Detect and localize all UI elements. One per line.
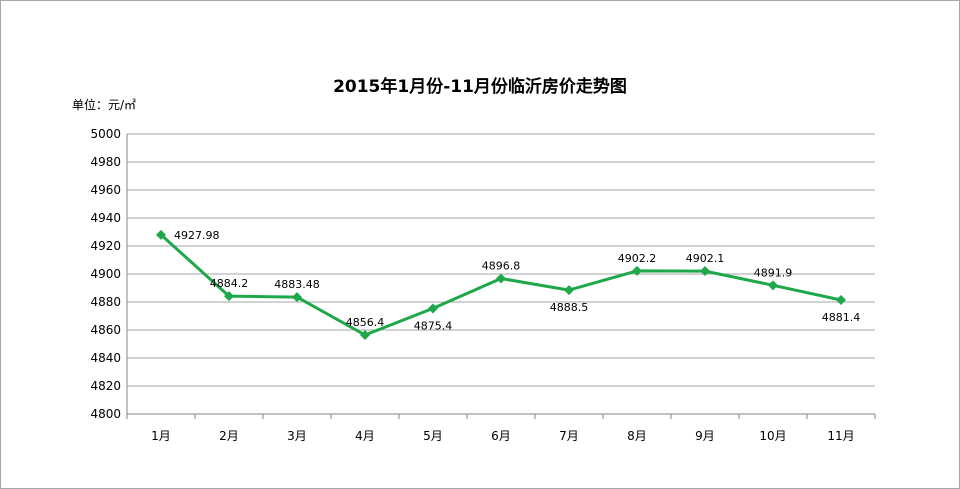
point-markers: [156, 229, 846, 341]
y-tick-label: 4900: [90, 267, 121, 281]
data-label: 4927.98: [174, 229, 220, 242]
data-point: [292, 292, 302, 303]
y-tick-label: 5000: [90, 127, 121, 141]
x-tick-label: 5月: [423, 429, 443, 443]
y-tick-labels: 4800 4820 4840 4860 4880 4900 4920 4940 4960 4980…: [90, 127, 121, 421]
y-tick-label: 4800: [90, 407, 121, 421]
data-label: 4875.4: [414, 319, 453, 332]
data-label: 4891.9: [754, 266, 793, 279]
data-point: [156, 229, 166, 240]
x-tick-label: 10月: [759, 429, 786, 443]
data-label: 4888.5: [550, 301, 589, 314]
chart-title: 2015年1月份-11月份临沂房价走势图: [333, 77, 627, 97]
x-tick-label: 11月: [827, 429, 854, 443]
x-tick-label: 7月: [559, 429, 579, 443]
y-tick-label: 4940: [90, 211, 121, 225]
y-tick-label: 4980: [90, 155, 121, 169]
data-label: 4902.1: [686, 252, 725, 265]
data-label: 4883.48: [274, 278, 320, 291]
y-tick-label: 4840: [90, 351, 121, 365]
y-tick-label: 4920: [90, 239, 121, 253]
x-tick-label: 2月: [219, 429, 239, 443]
data-labels: 4927.98 4884.2 4883.48 4856.4 4875.4 4896.8 48…: [174, 229, 860, 333]
data-point: [428, 303, 438, 314]
data-point: [768, 280, 778, 291]
x-tick-label: 6月: [491, 429, 511, 443]
data-point: [632, 265, 642, 276]
x-tick-label: 8月: [627, 429, 647, 443]
data-label: 4881.4: [822, 311, 861, 324]
series-line-group: [159, 233, 842, 337]
y-tick-label: 4860: [90, 323, 121, 337]
data-point: [836, 295, 846, 306]
x-tick-label: 1月: [151, 429, 171, 443]
data-point: [564, 285, 574, 296]
y-tick-label: 4820: [90, 379, 121, 393]
data-label: 4856.4: [346, 316, 385, 329]
y-tick-label: 4960: [90, 183, 121, 197]
axes: [126, 134, 876, 419]
data-point: [496, 273, 506, 284]
data-label: 4896.8: [482, 259, 521, 272]
x-tick-label: 4月: [355, 429, 375, 443]
data-label: 4902.2: [618, 252, 657, 265]
data-point: [224, 291, 234, 302]
data-label: 4884.2: [210, 277, 249, 290]
y-tick-label: 4880: [90, 295, 121, 309]
x-tick-label: 9月: [695, 429, 715, 443]
data-point: [360, 330, 370, 341]
x-tick-label: 3月: [287, 429, 307, 443]
x-tick-labels: 1月 2月 3月 4月 5月 6月 7月 8月 9月 10月 11月: [151, 429, 854, 443]
unit-label: 单位：元/㎡: [72, 98, 137, 112]
data-point: [700, 266, 710, 277]
gridlines: [127, 133, 875, 387]
series-line: [159, 233, 842, 337]
